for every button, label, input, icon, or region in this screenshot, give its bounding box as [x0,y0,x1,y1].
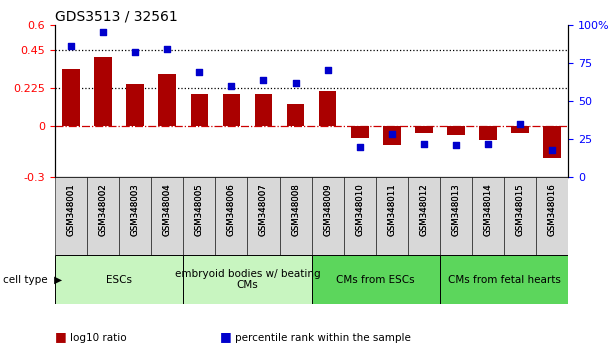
Bar [191,94,208,126]
Text: embryoid bodies w/ beating
CMs: embryoid bodies w/ beating CMs [175,269,320,291]
Point [323,68,332,73]
Point [483,141,493,146]
Bar [126,84,144,126]
Bar [408,177,440,255]
Text: GSM348012: GSM348012 [419,183,428,236]
Bar [376,177,408,255]
Point [258,77,268,82]
Text: GSM348002: GSM348002 [98,183,108,236]
Text: GSM348009: GSM348009 [323,183,332,236]
Bar [447,126,465,135]
Point [355,144,365,149]
Text: CMs from ESCs: CMs from ESCs [337,275,415,285]
Text: GSM348013: GSM348013 [452,183,461,236]
Point [130,49,140,55]
Text: GDS3513 / 32561: GDS3513 / 32561 [55,10,178,24]
Text: GSM348004: GSM348004 [163,183,172,236]
Bar [216,177,247,255]
Text: GSM348008: GSM348008 [291,183,300,236]
Text: GSM348002: GSM348002 [98,183,108,236]
Bar [247,177,279,255]
Bar [479,126,497,140]
Bar [55,177,87,255]
Point [227,83,236,88]
Bar [94,57,112,126]
Text: cell type  ▶: cell type ▶ [3,275,62,285]
Text: ESCs: ESCs [106,275,132,285]
Bar [343,177,376,255]
Text: GSM348016: GSM348016 [547,183,557,236]
Bar [62,69,80,126]
Bar [536,177,568,255]
Point [163,46,172,52]
Bar [511,126,529,133]
Text: GSM348003: GSM348003 [131,183,140,236]
Bar [383,126,401,145]
Text: GSM348012: GSM348012 [419,183,428,236]
Text: GSM348010: GSM348010 [355,183,364,236]
Text: percentile rank within the sample: percentile rank within the sample [235,333,411,343]
Text: GSM348015: GSM348015 [516,183,525,236]
Text: GSM348005: GSM348005 [195,183,204,236]
Text: GSM348015: GSM348015 [516,183,525,236]
Text: GSM348001: GSM348001 [67,183,76,236]
Point [387,132,397,137]
Text: CMs from fetal hearts: CMs from fetal hearts [448,275,560,285]
Text: GSM348011: GSM348011 [387,183,397,236]
Text: ■: ■ [220,330,232,343]
Text: GSM348006: GSM348006 [227,183,236,236]
Text: GSM348004: GSM348004 [163,183,172,236]
Bar [543,126,561,158]
Bar [222,94,240,126]
Point [515,121,525,126]
Point [547,147,557,153]
Text: GSM348013: GSM348013 [452,183,461,236]
Text: GSM348003: GSM348003 [131,183,140,236]
Point [451,142,461,148]
Text: GSM348007: GSM348007 [259,183,268,236]
Bar [287,104,304,126]
Bar [415,126,433,133]
Bar [119,177,152,255]
Text: GSM348011: GSM348011 [387,183,397,236]
Bar [152,177,183,255]
Point [419,141,429,146]
Bar [351,126,368,138]
Point [98,29,108,35]
Bar [87,177,119,255]
Text: GSM348001: GSM348001 [67,183,76,236]
Bar [319,91,337,126]
Text: GSM348010: GSM348010 [355,183,364,236]
Text: ■: ■ [55,330,67,343]
Text: GSM348006: GSM348006 [227,183,236,236]
Point [66,43,76,49]
Text: GSM348009: GSM348009 [323,183,332,236]
Point [291,80,301,85]
Bar [55,255,183,304]
Bar [255,94,273,126]
Text: GSM348016: GSM348016 [547,183,557,236]
Text: GSM348014: GSM348014 [483,183,492,236]
Bar [440,177,472,255]
Bar [183,177,216,255]
Bar [440,255,568,304]
Bar [312,177,343,255]
Bar [312,255,440,304]
Bar [472,177,504,255]
Bar [504,177,536,255]
Bar [158,74,176,126]
Bar [280,177,312,255]
Text: GSM348014: GSM348014 [483,183,492,236]
Text: log10 ratio: log10 ratio [70,333,127,343]
Bar [183,255,312,304]
Text: GSM348008: GSM348008 [291,183,300,236]
Text: GSM348007: GSM348007 [259,183,268,236]
Point [194,69,204,75]
Text: GSM348005: GSM348005 [195,183,204,236]
